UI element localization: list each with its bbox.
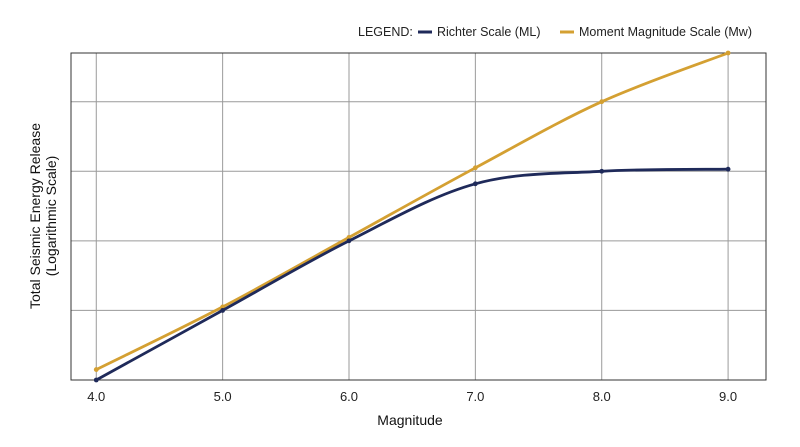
y-axis-title: Total Seismic Energy Release (Logarithmi…: [27, 123, 59, 309]
legend-title: LEGEND:: [358, 25, 413, 39]
data-point-richter: [346, 238, 352, 244]
data-point-richter: [220, 308, 226, 313]
data-point-moment: [599, 99, 605, 105]
data-point-richter: [599, 168, 605, 174]
series-line-richter: [94, 167, 730, 382]
series-line-moment: [94, 51, 730, 371]
grid: [71, 53, 766, 380]
legend-label-richter: Richter Scale (ML): [437, 25, 541, 39]
x-tick-label: 9.0: [719, 389, 737, 404]
x-tick-label: 5.0: [214, 389, 232, 404]
x-axis-title: Magnitude: [377, 412, 443, 428]
x-tick-label: 7.0: [466, 389, 484, 404]
x-tick-label: 8.0: [593, 389, 611, 404]
y-axis-title-line-1: Total Seismic Energy Release: [27, 123, 43, 309]
data-point-richter: [472, 181, 478, 187]
x-tick-label: 6.0: [340, 389, 358, 404]
series-layer: [93, 50, 731, 383]
data-point-richter: [93, 377, 99, 383]
data-point-richter: [725, 166, 731, 172]
data-point-moment: [346, 234, 352, 240]
legend-label-moment: Moment Magnitude Scale (Mw): [579, 25, 752, 39]
plot-frame: [70, 52, 767, 381]
x-tick-label: 4.0: [87, 389, 105, 404]
data-point-moment: [472, 165, 478, 171]
x-ticks: 4.0 5.0 6.0 7.0 8.0 9.0: [87, 389, 737, 404]
legend: LEGEND: Richter Scale (ML) Moment Magnit…: [358, 25, 752, 39]
y-axis-title-line-2: (Logarithmic Scale): [43, 156, 59, 277]
data-point-moment: [725, 50, 731, 56]
data-point-moment: [93, 367, 99, 372]
